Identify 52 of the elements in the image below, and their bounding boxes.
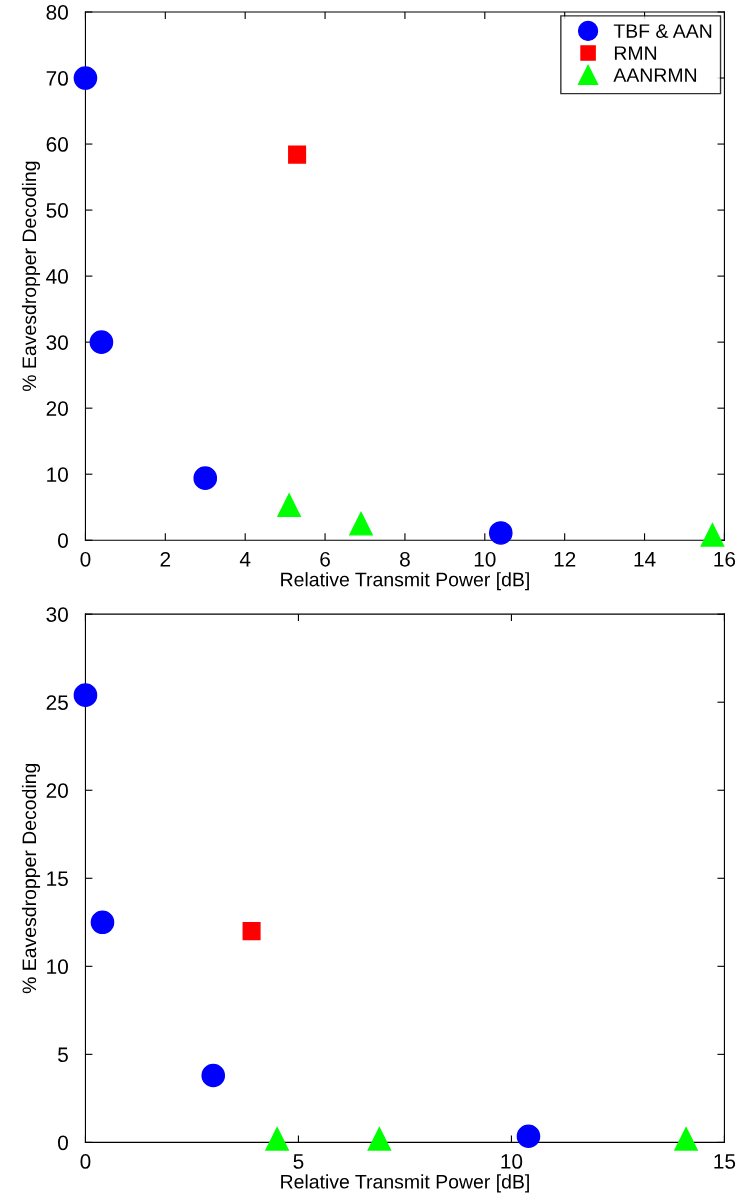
point: [277, 493, 301, 518]
y-tick-label: 15: [47, 871, 68, 887]
y-tick-label: 20: [46, 401, 68, 416]
x-tick-label: 4: [239, 552, 251, 567]
x-tick-label: 0: [80, 1154, 91, 1169]
x-tick-label: 5: [293, 1154, 304, 1169]
y-tick-label: 80: [46, 5, 68, 20]
point: [242, 922, 261, 941]
y-tick-label: 60: [46, 137, 68, 152]
legend-label: AANRMN: [613, 68, 697, 82]
x-axis-title: Relative Transmit Power [dB]: [281, 572, 529, 591]
point: [193, 466, 218, 490]
point: [700, 523, 725, 547]
y-tick-label: 40: [46, 269, 68, 284]
x-tick-label: 12: [554, 551, 576, 567]
point: [488, 521, 513, 545]
x-tick-label: 15: [714, 1154, 736, 1169]
point: [73, 66, 98, 90]
x-tick-label: 10: [501, 1154, 523, 1169]
y-tick-label: 0: [58, 533, 68, 548]
y-axis-title: % Eavesdropper Decoding: [21, 161, 41, 392]
y-axis-title: % Eavesdropper Decoding: [21, 763, 41, 994]
y-tick-label: 70: [46, 71, 68, 86]
point: [201, 1063, 226, 1088]
point: [367, 1127, 392, 1151]
y-tick-label: 10: [47, 959, 68, 975]
point: [265, 1127, 289, 1151]
y-tick-label: 50: [46, 203, 68, 218]
x-tick-label: 16: [714, 551, 736, 567]
legend-label: TBF & AAN: [613, 24, 712, 38]
point: [349, 511, 373, 536]
x-tick-label: 2: [160, 551, 171, 567]
y-tick-label: 10: [47, 467, 68, 482]
point: [73, 683, 98, 707]
y-tick-label: 0: [58, 1135, 68, 1151]
x-tick-label: 14: [634, 552, 656, 567]
x-tick-label: 8: [400, 551, 410, 567]
point: [90, 910, 115, 935]
legend-label: RMN: [614, 46, 657, 60]
point: [516, 1124, 541, 1149]
y-tick-label: 20: [46, 783, 68, 798]
x-tick-label: 6: [320, 551, 330, 567]
x-tick-label: 0: [80, 551, 91, 567]
y-tick-label: 30: [46, 335, 68, 350]
point: [288, 145, 307, 164]
y-tick-label: 5: [58, 1047, 68, 1063]
y-tick-label: 25: [46, 695, 68, 710]
y-tick-label: 30: [46, 607, 68, 622]
x-axis-title: Relative Transmit Power [dB]: [281, 1174, 529, 1193]
point: [89, 330, 114, 354]
x-tick-label: 10: [474, 551, 496, 567]
point: [674, 1127, 698, 1151]
